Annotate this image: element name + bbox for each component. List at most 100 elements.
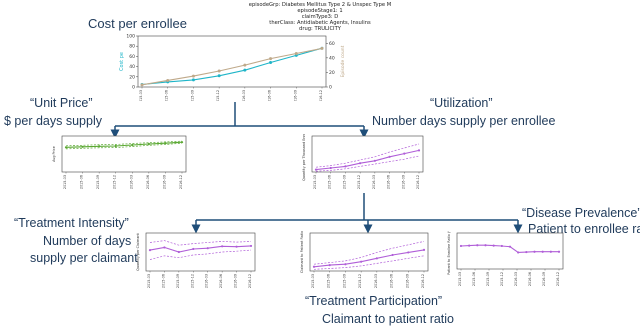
chart-intensity: Quantity per Claimant 2015-03 2015-06 2015-… bbox=[136, 233, 256, 288]
x-tick-label: 2016-03 bbox=[374, 274, 378, 288]
x-tick-label: 2016-06 bbox=[219, 274, 223, 288]
data-point bbox=[131, 143, 134, 147]
data-point bbox=[314, 168, 318, 171]
unit-price-title: “Unit Price” bbox=[30, 96, 93, 110]
x-tick-label: 2016-03 bbox=[514, 272, 518, 286]
data-point bbox=[344, 165, 347, 168]
data-point bbox=[243, 63, 247, 67]
data-point bbox=[140, 83, 144, 87]
y2-axis-label: Episode count bbox=[340, 45, 346, 77]
header-line: claimType3: D bbox=[301, 14, 339, 20]
x-tick-label: 2015-06 bbox=[328, 175, 332, 189]
y2-tick-label: 60 bbox=[329, 41, 335, 47]
y-axis-label: Avg Price bbox=[52, 146, 56, 162]
intensity-title: “Treatment Intensity” bbox=[14, 216, 129, 230]
x-tick-label: 2016-06 bbox=[268, 90, 272, 101]
x-tick-label: 2015-09 bbox=[96, 175, 100, 189]
x-tick-label: 2015-12 bbox=[500, 272, 504, 286]
data-point bbox=[269, 57, 273, 61]
x-tick-label: 2015-03 bbox=[313, 175, 317, 189]
prevalence-title: “Disease Prevalence” bbox=[522, 206, 640, 220]
chart-utilization: Quantity per Thousand Enrollee 2015-03 201… bbox=[302, 134, 424, 189]
x-tick-label: 2016-09 bbox=[293, 90, 297, 101]
data-point bbox=[206, 247, 209, 250]
data-point bbox=[344, 263, 347, 266]
y-axis-label: Patient to Enrollee Ratio (%) bbox=[447, 231, 451, 275]
x-tick-label: 2016-06 bbox=[146, 175, 150, 189]
x-tick-label: 2016-06 bbox=[528, 272, 532, 286]
plot-frame bbox=[456, 232, 564, 270]
series-line bbox=[141, 47, 323, 86]
data-point bbox=[422, 248, 426, 251]
data-point bbox=[148, 249, 152, 252]
data-point bbox=[359, 162, 362, 165]
data-point bbox=[192, 247, 195, 251]
data-point bbox=[235, 245, 238, 248]
data-point bbox=[98, 145, 101, 148]
x-tick-label: 2015-12 bbox=[357, 175, 361, 189]
data-point bbox=[163, 246, 166, 249]
y2-tick-label: 0 bbox=[329, 85, 332, 91]
x-tick-label: 2016-12 bbox=[416, 175, 420, 189]
series-line bbox=[313, 255, 425, 270]
x-tick-label: 2015-09 bbox=[342, 274, 346, 288]
chart-cost: 0 20 40 60 80 100 0 20 40 60 Cost pe Episode count 2… bbox=[119, 34, 346, 102]
data-point bbox=[459, 244, 463, 248]
header-line: therClass: Antidiabetic Agents, Insulins bbox=[269, 20, 371, 26]
y-tick-label: 60 bbox=[129, 54, 135, 60]
series-line bbox=[65, 142, 183, 150]
data-point bbox=[407, 251, 410, 254]
x-tick-label: 2016-03 bbox=[242, 90, 246, 101]
x-tick-label: 2016-12 bbox=[319, 90, 323, 101]
plot-frame bbox=[311, 135, 424, 173]
data-point bbox=[249, 244, 253, 248]
x-tick-label: 2015-03 bbox=[63, 175, 67, 189]
data-point bbox=[166, 78, 170, 82]
y-axis-label: Quantity per Thousand Enrollee bbox=[302, 134, 306, 181]
data-point bbox=[500, 244, 503, 248]
utilization-title: “Utilization” bbox=[430, 96, 493, 110]
x-tick-label: 2016-03 bbox=[372, 175, 376, 189]
series-line bbox=[313, 241, 425, 265]
data-point bbox=[177, 250, 180, 254]
x-tick-label: 2015-12 bbox=[190, 274, 194, 288]
intensity-subtitle-1: Number of days bbox=[43, 234, 132, 248]
x-tick-label: 2015-06 bbox=[165, 90, 169, 101]
series-line bbox=[149, 240, 252, 246]
x-tick-label: 2016-09 bbox=[401, 175, 405, 189]
data-point bbox=[492, 244, 495, 247]
utilization-subtitle: Number days supply per enrollee bbox=[372, 114, 556, 128]
header-line: drug: TRULICITY bbox=[299, 26, 341, 32]
series-line bbox=[315, 143, 420, 168]
data-point bbox=[328, 263, 331, 267]
x-tick-label: 2015-03 bbox=[139, 90, 143, 101]
x-tick-label: 2015-12 bbox=[113, 175, 117, 189]
data-point bbox=[294, 51, 298, 55]
data-point bbox=[164, 142, 167, 145]
x-tick-label: 2016-09 bbox=[405, 274, 409, 288]
data-point bbox=[147, 142, 150, 146]
intensity-subtitle-2: supply per claimant bbox=[30, 251, 138, 265]
participation-title: “Treatment Participation” bbox=[305, 294, 443, 308]
x-tick-label: 2015-12 bbox=[216, 90, 220, 101]
x-tick-label: 2016-09 bbox=[542, 272, 546, 286]
x-tick-label: 2016-12 bbox=[556, 272, 560, 286]
x-tick-label: 2015-06 bbox=[80, 175, 84, 189]
x-tick-label: 2016-06 bbox=[387, 175, 391, 189]
x-tick-label: 2015-09 bbox=[342, 175, 346, 189]
data-point bbox=[549, 250, 552, 253]
x-tick-label: 2016-09 bbox=[162, 175, 166, 189]
y-axis-label: Claimant to Patient Ratio bbox=[300, 231, 304, 273]
data-point bbox=[64, 146, 68, 149]
x-tick-label: 2016-12 bbox=[179, 175, 183, 189]
data-point bbox=[476, 244, 479, 247]
data-point bbox=[391, 253, 394, 257]
series-line bbox=[149, 249, 252, 260]
x-tick-label: 2015-09 bbox=[176, 274, 180, 288]
x-tick-label: 2015-09 bbox=[190, 90, 194, 101]
x-tick-label: 2016-03 bbox=[205, 274, 209, 288]
data-point bbox=[243, 68, 247, 72]
unit-price-subtitle: $ per days supply bbox=[4, 114, 102, 128]
